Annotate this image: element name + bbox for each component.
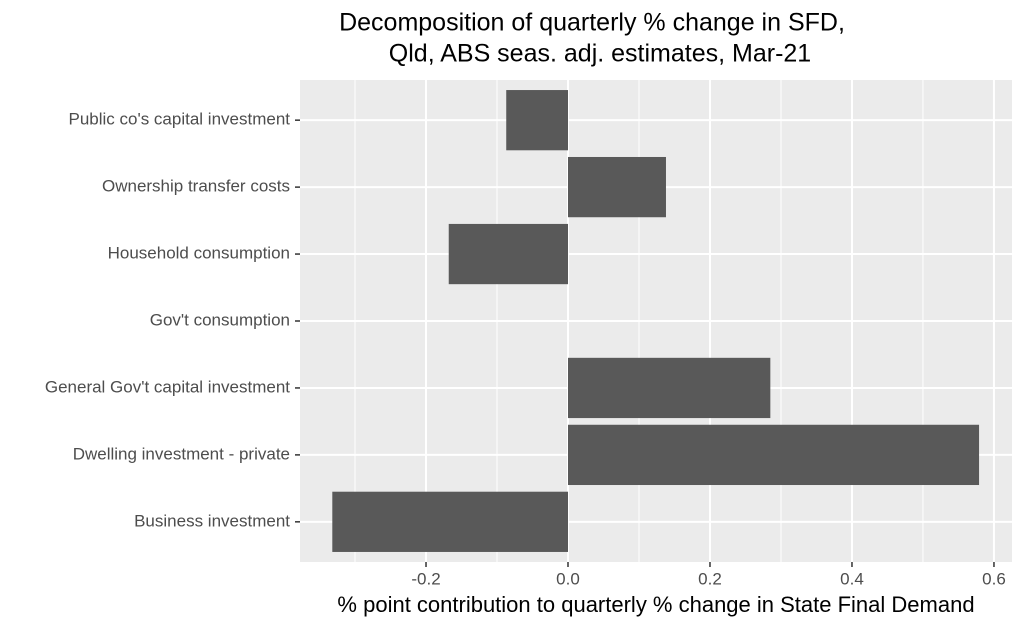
y-tick-label: Household consumption (108, 244, 290, 263)
chart-title: Decomposition of quarterly % change in S… (339, 9, 845, 37)
bar (568, 156, 666, 218)
bar (568, 357, 771, 419)
y-tick-label: Dwelling investment - private (73, 444, 290, 463)
bar (332, 491, 569, 552)
bar (568, 424, 980, 486)
x-axis-label: % point contribution to quarterly % chan… (337, 592, 974, 617)
x-tick-label: -0.2 (411, 569, 440, 588)
x-tick-label: 0.6 (982, 569, 1006, 588)
x-tick-label: 0.2 (698, 569, 722, 588)
y-tick-label: Gov't consumption (150, 310, 290, 329)
x-tick-label: 0.0 (556, 569, 580, 588)
x-tick-label: 0.4 (840, 569, 864, 588)
y-tick-label: Public co's capital investment (68, 110, 290, 129)
y-tick-label: General Gov't capital investment (45, 377, 290, 396)
y-tick-label: Business investment (134, 511, 290, 530)
y-tick-label: Ownership transfer costs (102, 177, 290, 196)
chart-title: Qld, ABS seas. adj. estimates, Mar-21 (389, 40, 811, 68)
bar (448, 223, 569, 285)
bar (506, 90, 569, 151)
